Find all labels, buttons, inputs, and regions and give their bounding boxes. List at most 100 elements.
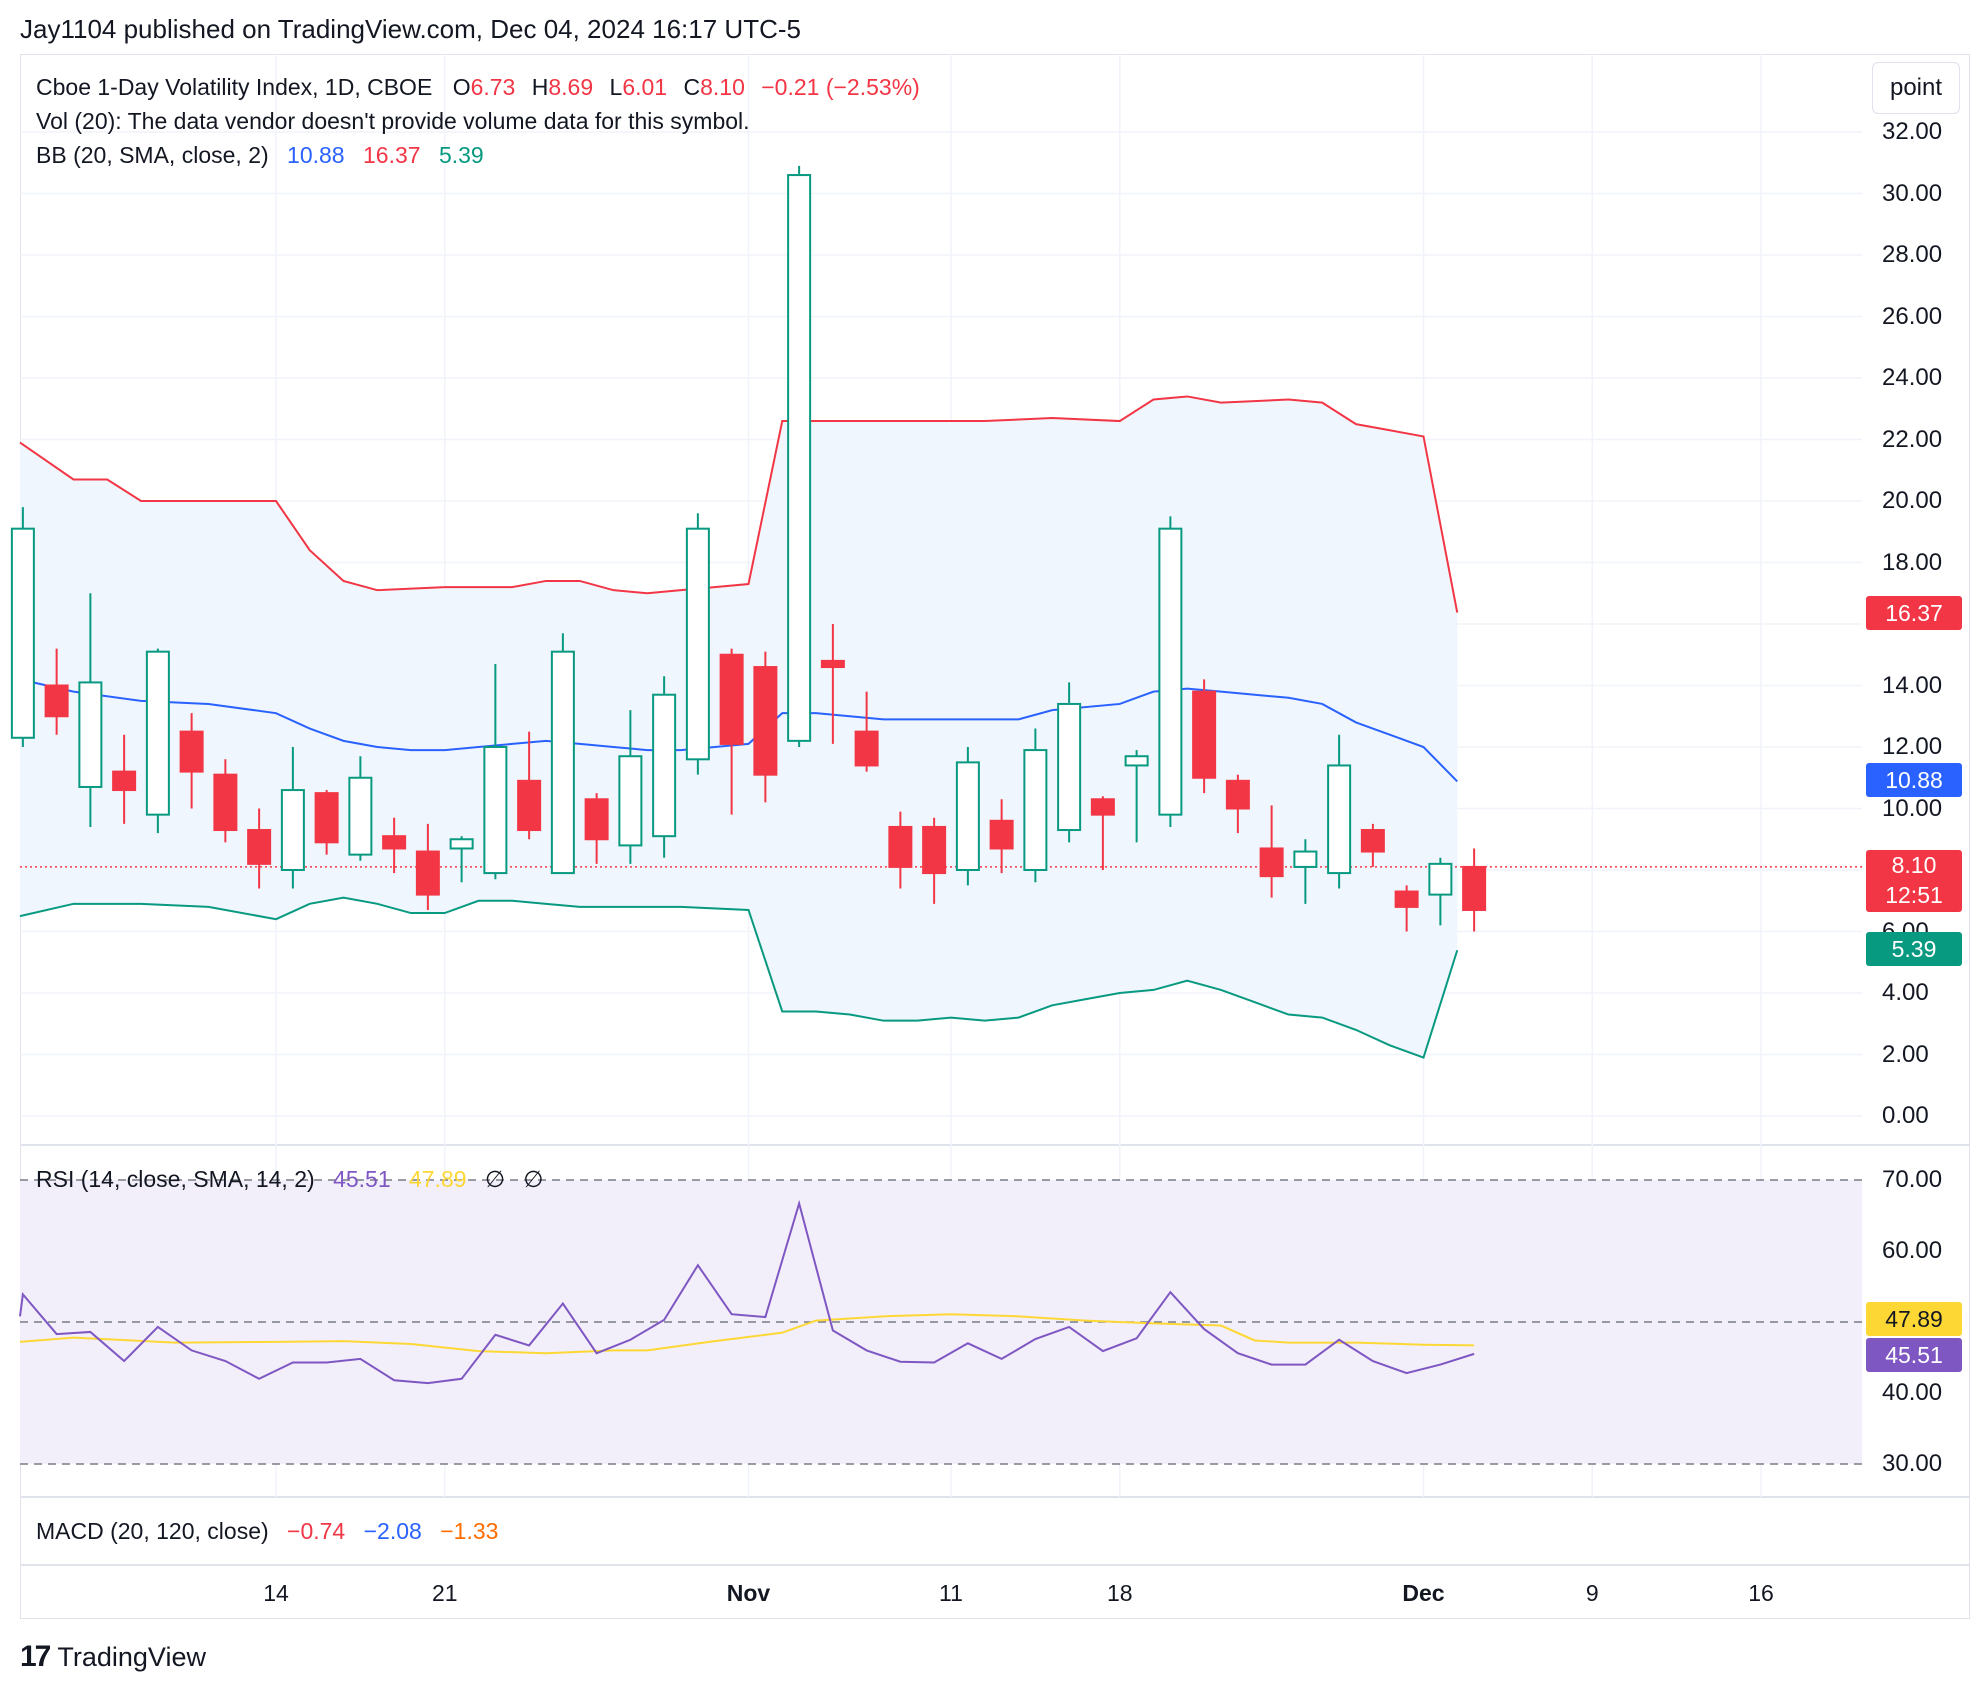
x-tick-label: 14: [263, 1580, 289, 1606]
candle: [415, 850, 440, 896]
candle: [1124, 755, 1149, 767]
y-tick-label: 28.00: [1882, 241, 1943, 268]
candle: [1057, 702, 1082, 832]
y-tick-label: 18.00: [1882, 548, 1943, 576]
change-value: −0.21 (−2.53%): [761, 74, 920, 100]
candle: [348, 776, 373, 856]
main-legend: Cboe 1-Day Volatility Index, 1D, CBOE O6…: [36, 74, 924, 101]
rsi-ma-line: [19, 1313, 1475, 1355]
candle: [922, 825, 947, 875]
bb-lower-tag: 5.39: [1866, 932, 1962, 966]
x-tick-label: Dec: [1402, 1580, 1445, 1606]
low-label: L: [609, 74, 623, 100]
countdown-value: 12:51: [1885, 882, 1943, 908]
high-label: H: [531, 74, 549, 100]
x-tick-label: 11: [939, 1580, 963, 1606]
close-value: 8.10: [700, 74, 745, 100]
macd-line-value: −2.08: [363, 1518, 422, 1544]
candle: [78, 681, 103, 788]
macd-label: MACD (20, 120, close): [36, 1518, 269, 1544]
rsi-y-tick-label: 40.00: [1882, 1379, 1943, 1406]
macd-legend: MACD (20, 120, close) −0.74 −2.08 −1.33: [36, 1518, 502, 1545]
brand-name: TradingView: [57, 1641, 206, 1672]
rsi-tag: 45.51: [1866, 1338, 1962, 1372]
candle: [1428, 862, 1453, 896]
last-price-value: 8.10: [1891, 852, 1937, 878]
candle: [888, 825, 913, 868]
x-tick-label: 9: [1585, 1580, 1599, 1606]
bb-upper-value: 16.37: [362, 142, 421, 168]
candle: [213, 773, 238, 832]
bb-upper-tag: 16.37: [1866, 596, 1962, 630]
y-tick-label: 12.00: [1882, 733, 1943, 760]
rsi-y-tick-label: 60.00: [1882, 1237, 1943, 1264]
candle: [719, 653, 744, 745]
candle: [685, 527, 710, 761]
candle: [550, 650, 575, 875]
bb-lower-line: [19, 896, 1459, 1059]
candle: [10, 527, 35, 739]
y-tick-label: 30.00: [1882, 179, 1943, 207]
rsi-line: [19, 1199, 1475, 1385]
x-tick-label: Nov: [726, 1580, 771, 1606]
candle: [179, 730, 204, 773]
candle: [584, 798, 609, 841]
y-tick-label: 10.00: [1882, 794, 1943, 822]
candle: [1327, 764, 1352, 875]
candle: [753, 666, 778, 776]
y-tick-label: 0.00: [1882, 1102, 1929, 1129]
macd-hist-value: −0.74: [287, 1518, 346, 1544]
rsi-na-2: ∅: [523, 1166, 544, 1192]
symbol-title: Cboe 1-Day Volatility Index, 1D, CBOE: [36, 74, 433, 100]
candle: [1192, 690, 1217, 779]
candle: [1225, 779, 1250, 810]
candle: [1394, 890, 1419, 908]
rsi-label: RSI (14, close, SMA, 14, 2): [36, 1166, 315, 1192]
candle: [280, 789, 305, 871]
candle: [145, 650, 170, 816]
low-value: 6.01: [622, 74, 668, 100]
candle: [1023, 749, 1048, 872]
scale-mode-button[interactable]: point: [1872, 62, 1960, 114]
y-tick-label: 2.00: [1882, 1040, 1929, 1068]
candle: [854, 730, 879, 767]
x-tick-label: 16: [1748, 1580, 1774, 1606]
candle: [247, 829, 272, 865]
y-tick-label: 4.00: [1882, 979, 1929, 1006]
high-value: 8.69: [548, 74, 594, 100]
rsi-ma-tag: 47.89: [1866, 1302, 1962, 1336]
bb-basis-value: 10.88: [287, 142, 345, 168]
bb-legend: BB (20, SMA, close, 2) 10.88 16.37 5.39: [36, 142, 488, 169]
y-tick-label: 26.00: [1882, 302, 1943, 330]
candle: [1090, 798, 1115, 816]
tradingview-logo-icon: 17: [20, 1640, 51, 1673]
y-tick-label: 14.00: [1882, 671, 1943, 699]
candle: [618, 755, 643, 847]
x-tick-label: 21: [431, 1580, 458, 1606]
close-label: C: [683, 74, 701, 100]
x-tick-label: 18: [1106, 1580, 1133, 1606]
candle: [1259, 847, 1284, 878]
candle: [787, 174, 812, 742]
candle: [955, 761, 980, 871]
candle: [483, 746, 508, 875]
candle: [314, 792, 339, 844]
candle: [112, 770, 137, 792]
bb-label: BB (20, SMA, close, 2): [36, 142, 269, 168]
y-tick-label: 20.00: [1882, 487, 1943, 514]
tradingview-brand[interactable]: 17 TradingView: [20, 1640, 206, 1674]
open-value: 6.73: [470, 74, 516, 100]
open-label: O: [452, 74, 471, 100]
rsi-band-fill: [20, 1180, 1862, 1464]
y-tick-label: 22.00: [1882, 425, 1943, 453]
y-tick-label: 24.00: [1882, 364, 1943, 391]
candle: [1158, 527, 1183, 816]
candle: [449, 838, 474, 850]
rsi-y-tick-label: 70.00: [1882, 1166, 1943, 1193]
y-tick-label: 32.00: [1882, 118, 1943, 145]
rsi-na-1: ∅: [484, 1166, 506, 1192]
vol-legend: Vol (20): The data vendor doesn't provid…: [36, 108, 754, 135]
vol-text: Vol (20): The data vendor doesn't provid…: [36, 108, 750, 134]
candle: [989, 819, 1014, 850]
